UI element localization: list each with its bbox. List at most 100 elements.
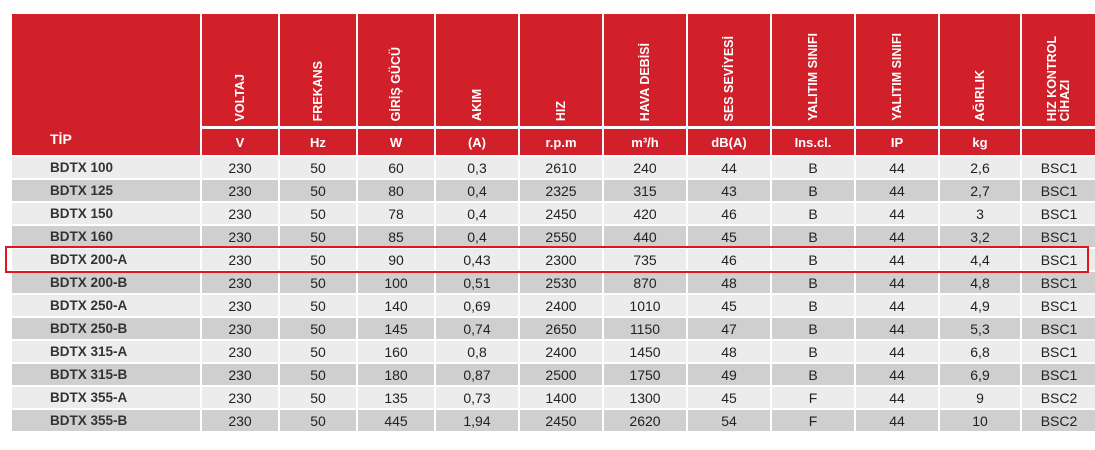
table-cell: 44 [856,157,938,178]
table-cell: 2400 [520,341,602,362]
table-cell: 135 [358,387,434,408]
table-body: BDTX 100 230 50 60 0,3 2610 240 44 B 44 2,6 BSC1 BDT… [12,157,1095,431]
table-cell: 48 [688,272,770,293]
table-cell: F [772,410,854,431]
table-cell: 230 [202,272,278,293]
table-cell: 50 [280,203,356,224]
table-cell: 230 [202,226,278,247]
table-cell: 50 [280,341,356,362]
table-cell: 2650 [520,318,602,339]
table-cell: 50 [280,387,356,408]
table-cell: B [772,295,854,316]
unit-ses-seviyesi: dB(A) [688,128,770,155]
table-cell: 0,73 [436,387,518,408]
unit-frekans: Hz [280,128,356,155]
table-cell: 140 [358,295,434,316]
table-cell: 50 [280,318,356,339]
table-cell: 0,4 [436,226,518,247]
table-cell: BSC1 [1022,180,1095,201]
row-tip: BDTX 150 [12,203,200,224]
table-cell: 50 [280,157,356,178]
table-cell: BSC1 [1022,318,1095,339]
table-cell: 50 [280,272,356,293]
table-cell: 44 [856,387,938,408]
table-cell: BSC2 [1022,387,1095,408]
table-cell: 230 [202,410,278,431]
table-cell: BSC1 [1022,272,1095,293]
table-cell: 2,6 [940,157,1020,178]
table-cell: 2530 [520,272,602,293]
table-cell: B [772,364,854,385]
table-row: BDTX 150 230 50 78 0,4 2450 420 46 B 44 3 BSC1 [12,203,1095,224]
table-cell: 44 [856,203,938,224]
table-cell: 6,8 [940,341,1020,362]
table-cell: 100 [358,272,434,293]
row-tip: BDTX 355-B [12,410,200,431]
table-cell: 90 [358,249,434,270]
table-cell: 230 [202,387,278,408]
table-row: BDTX 315-A 230 50 160 0,8 2400 1450 48 B 44 6,8 BSC… [12,341,1095,362]
table-cell: 870 [604,272,686,293]
row-tip: BDTX 200-B [12,272,200,293]
table-cell: 50 [280,410,356,431]
table-row: BDTX 125 230 50 80 0,4 2325 315 43 B 44 2,7 BSC1 [12,180,1095,201]
table-cell: 230 [202,157,278,178]
table-cell: 44 [856,364,938,385]
table-cell: 230 [202,203,278,224]
unit-hiz-kontrol [1022,128,1095,155]
row-tip: BDTX 315-A [12,341,200,362]
table-cell: 5,3 [940,318,1020,339]
table-cell: 10 [940,410,1020,431]
header-tip: TİP [12,14,200,155]
table-cell: 0,8 [436,341,518,362]
table-cell: 1010 [604,295,686,316]
header-row: TİP VOLTAJ FREKANS GİRİŞ GÜCÜ AKIM HIZ H… [12,14,1095,155]
table-row: BDTX 200-A 230 50 90 0,43 2300 735 46 B 44 4,4 BSC1 [12,249,1095,270]
table-cell: 4,4 [940,249,1020,270]
table-cell: F [772,387,854,408]
unit-hava-debisi: m³/h [604,128,686,155]
table-cell: 6,9 [940,364,1020,385]
table-cell: 50 [280,364,356,385]
row-tip: BDTX 250-A [12,295,200,316]
table-cell: 2500 [520,364,602,385]
table-cell: 1300 [604,387,686,408]
table-cell: 0,4 [436,203,518,224]
table-cell: 0,3 [436,157,518,178]
table-cell: B [772,180,854,201]
table-cell: 44 [856,272,938,293]
table-cell: 240 [604,157,686,178]
row-tip: BDTX 355-A [12,387,200,408]
table-row: BDTX 100 230 50 60 0,3 2610 240 44 B 44 2,6 BSC1 [12,157,1095,178]
row-tip: BDTX 125 [12,180,200,201]
header-yalitim-sinifi-ins: YALITIM SINIFI [772,14,854,126]
table-cell: B [772,226,854,247]
table-cell: 0,51 [436,272,518,293]
table-cell: 2610 [520,157,602,178]
table-cell: 4,9 [940,295,1020,316]
row-tip: BDTX 315-B [12,364,200,385]
table-cell: 2400 [520,295,602,316]
table-cell: 1150 [604,318,686,339]
table-cell: 1,94 [436,410,518,431]
table-cell: 230 [202,295,278,316]
table-cell: 230 [202,180,278,201]
table-cell: 230 [202,364,278,385]
header-voltaj: VOLTAJ [202,14,278,126]
header-agirlik: AĞIRLIK [940,14,1020,126]
table-cell: 1450 [604,341,686,362]
table-cell: 2450 [520,203,602,224]
header-hiz-kontrol-cihazi: HIZ KONTROL CİHAZI [1022,14,1095,126]
table-row: BDTX 160 230 50 85 0,4 2550 440 45 B 44 3,2 BSC1 [12,226,1095,247]
table-cell: 2550 [520,226,602,247]
table-cell: 46 [688,203,770,224]
table-cell: 440 [604,226,686,247]
table-cell: 2,7 [940,180,1020,201]
table-cell: 445 [358,410,434,431]
table-cell: 44 [856,249,938,270]
unit-yalitim-ins: Ins.cl. [772,128,854,155]
table-cell: 60 [358,157,434,178]
table-cell: 47 [688,318,770,339]
table-cell: 3,2 [940,226,1020,247]
unit-row: V Hz W (A) r.p.m m³/h dB(A) Ins.cl. IP k… [12,128,1095,155]
